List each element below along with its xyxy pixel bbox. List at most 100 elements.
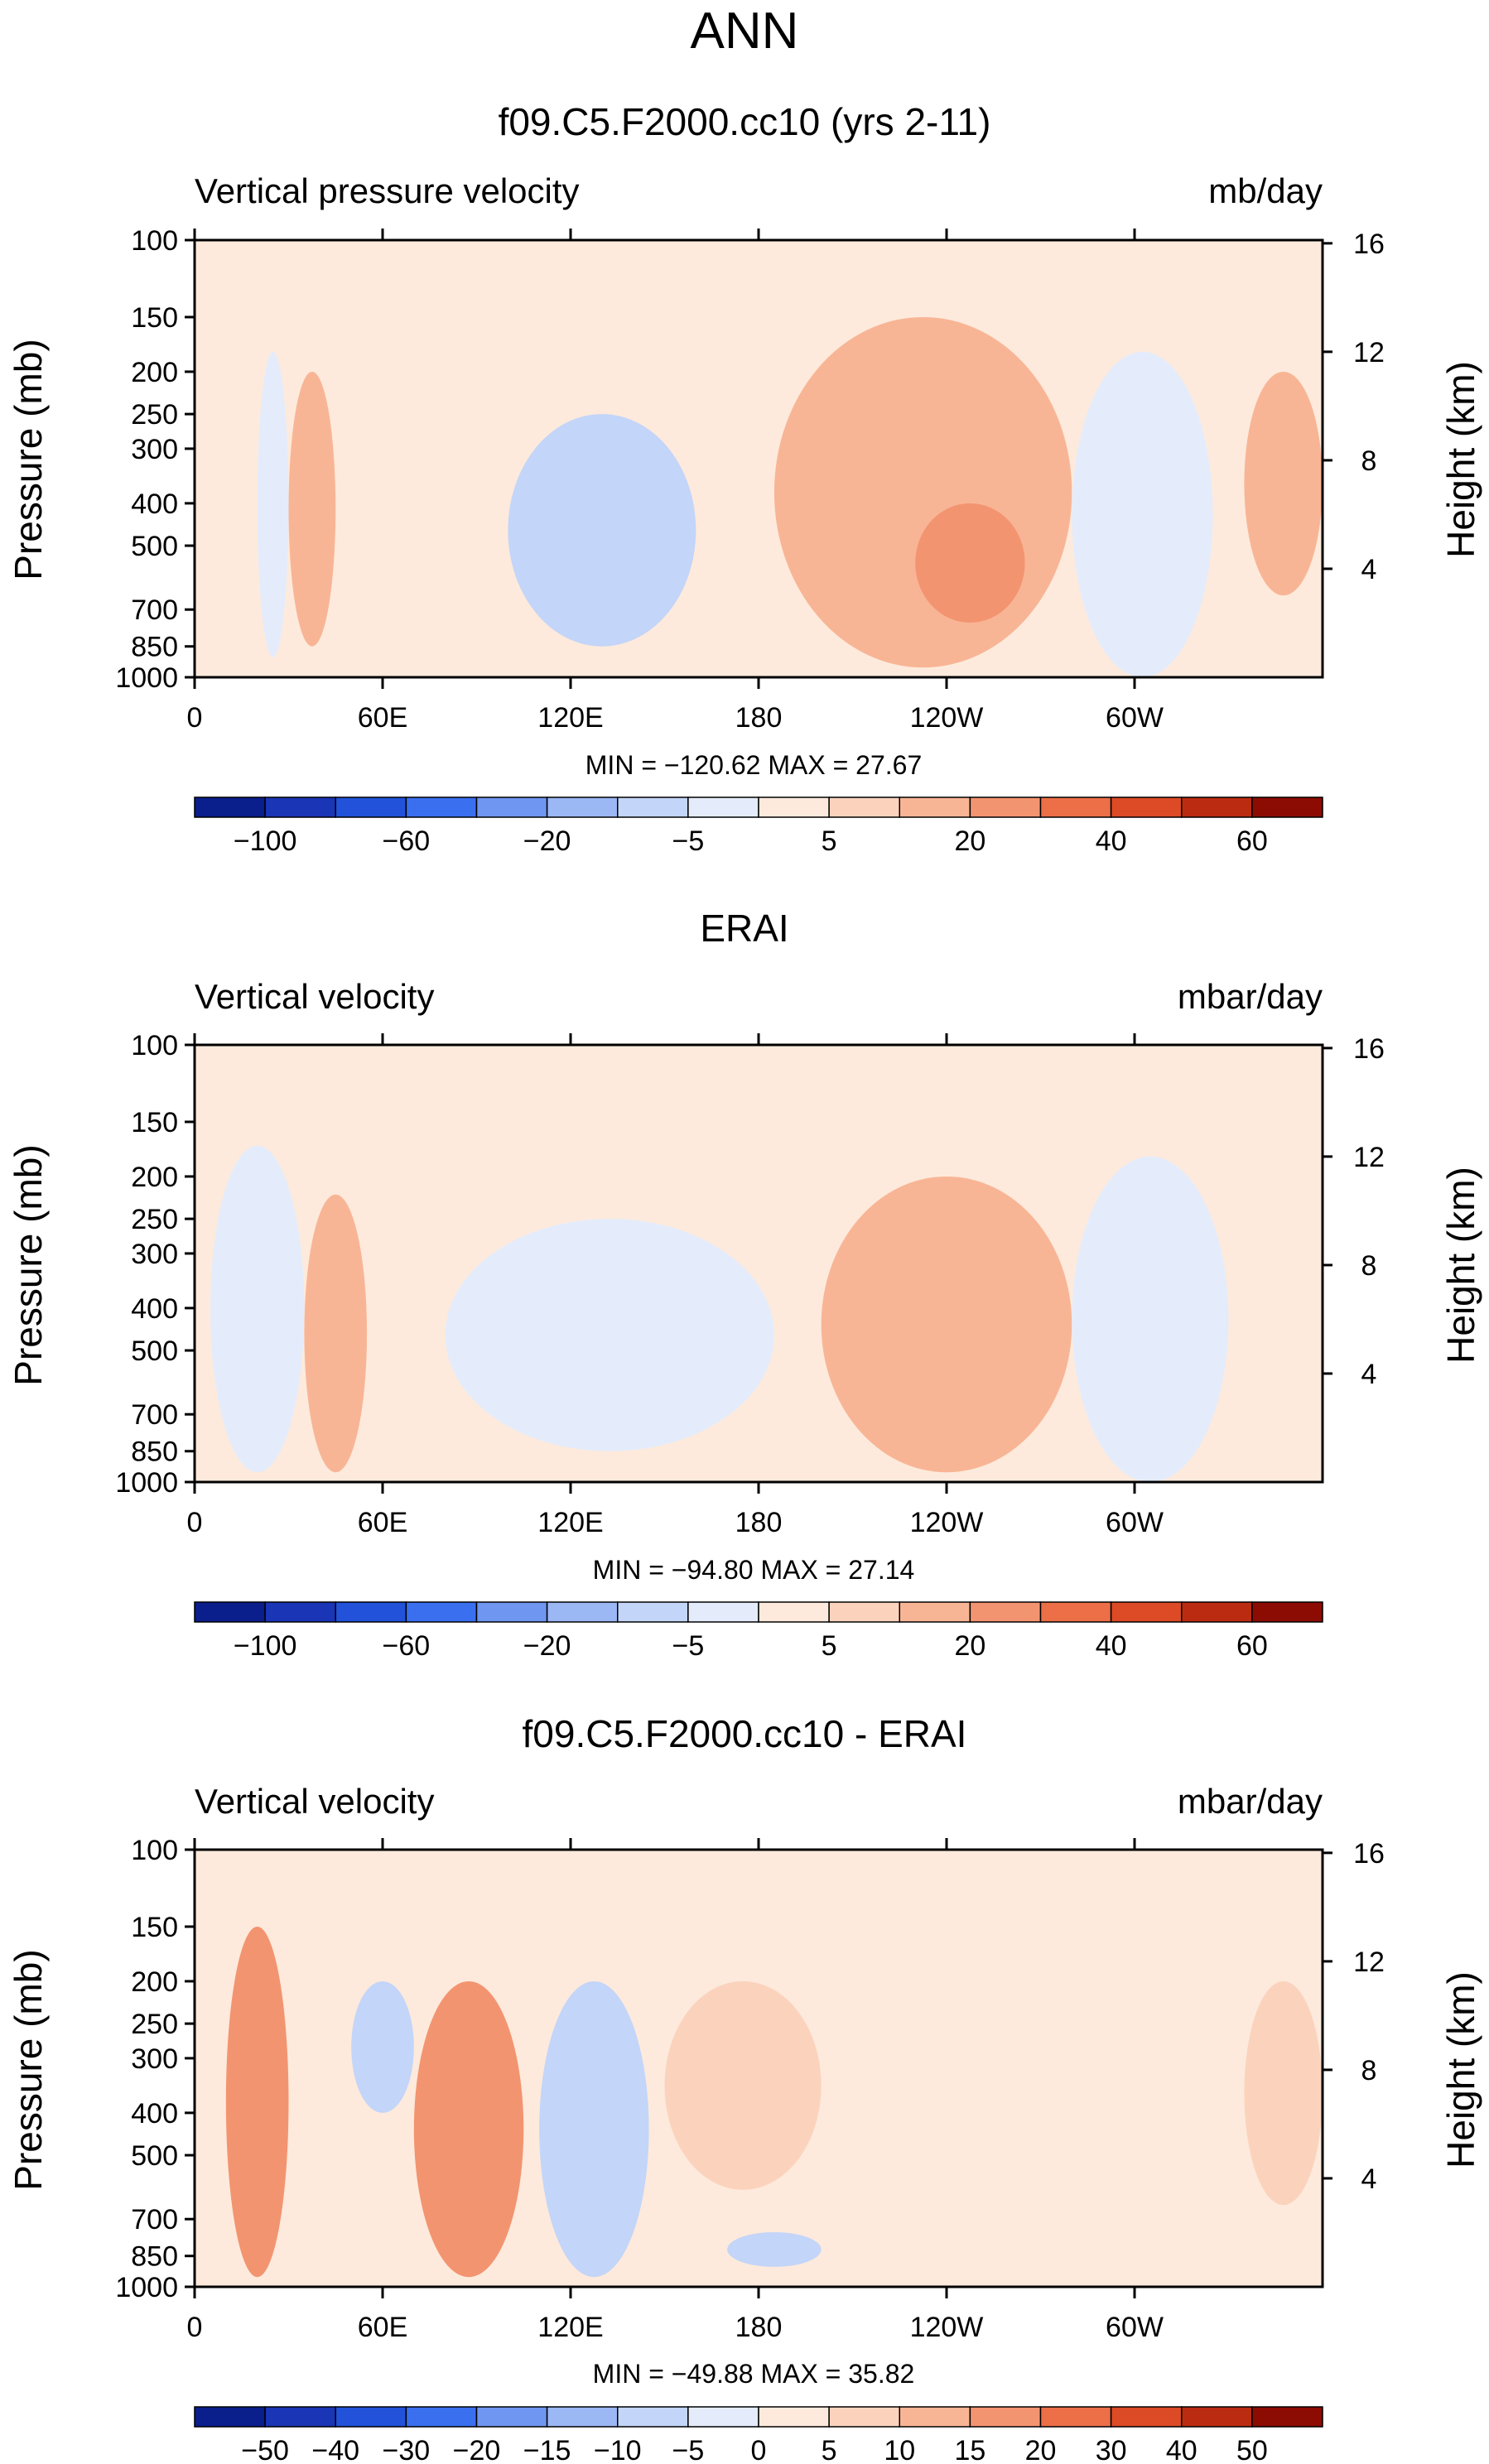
y2-axis-label: Height (km) [1439, 1971, 1482, 2168]
contour-region-4 [664, 1980, 822, 2190]
x-tick-label: 60E [358, 2312, 408, 2343]
x-tick-label: 60E [358, 702, 408, 734]
y-tick-label: 850 [131, 2241, 178, 2273]
colorbar-label: 60 [1236, 825, 1268, 857]
colorbar-swatch [405, 2406, 478, 2428]
contour-region-6 [1244, 1980, 1323, 2206]
colorbar-label: −20 [523, 825, 571, 857]
contour-region-5 [727, 2232, 822, 2267]
y-tick-label: 400 [131, 1293, 178, 1325]
x-tick-label: 0 [187, 702, 203, 734]
y-tick-label: 1000 [115, 662, 178, 694]
contour-region-7 [1244, 371, 1323, 596]
y2-tick-label: 16 [1353, 1838, 1385, 1870]
colorbar-swatch [405, 1601, 478, 1623]
units-label: mbar/day [1178, 1782, 1323, 1821]
colorbar-swatch [687, 2406, 759, 2428]
colorbar-label: −30 [383, 2435, 431, 2464]
x-tick-label: 0 [187, 1507, 203, 1538]
x-tick-label: 120E [537, 702, 603, 734]
y2-axis-label: Height (km) [1439, 361, 1482, 558]
y2-tick-label: 8 [1361, 445, 1377, 477]
colorbar-swatch [335, 796, 407, 818]
colorbar-swatch [194, 1601, 266, 1623]
colorbar-swatch [899, 2406, 971, 2428]
y-tick-label: 700 [131, 1399, 178, 1431]
contour-region-0 [257, 351, 289, 657]
contour-region-5 [1072, 1156, 1229, 1482]
contour-region-3 [508, 414, 696, 647]
colorbar-swatch [194, 2406, 266, 2428]
y-tick-label: 200 [131, 1966, 178, 1998]
colorbar-label: −50 [241, 2435, 289, 2464]
colorbar-label: −100 [234, 1630, 297, 1662]
colorbar-label: −20 [523, 1630, 571, 1662]
colorbar-swatch [899, 796, 971, 818]
colorbar-label: 40 [1096, 825, 1127, 857]
colorbar-label: −5 [672, 2435, 704, 2464]
colorbar-label: −5 [672, 1630, 704, 1662]
colorbar-label: 5 [822, 1630, 837, 1662]
colorbar-swatch [687, 796, 759, 818]
panel-model: f09.C5.F2000.cc10 (yrs 2-11) Vertical pr… [7, 100, 1482, 857]
y2-tick-label: 8 [1361, 2055, 1377, 2086]
colorbar-swatch [1039, 2406, 1112, 2428]
x-tick-label: 120E [537, 1507, 603, 1538]
stats-text: MIN = −49.88 MAX = 35.82 [593, 2359, 915, 2389]
y-tick-label: 200 [131, 1162, 178, 1193]
colorbar-label: −60 [383, 1630, 431, 1662]
panel-title: ERAI [700, 907, 788, 950]
y-tick-label: 200 [131, 357, 178, 388]
colorbar-label: 20 [954, 1630, 985, 1662]
units-label: mbar/day [1178, 977, 1323, 1016]
y-tick-label: 500 [131, 1335, 178, 1367]
contour-region-0 [225, 1926, 289, 2278]
colorbar-swatch [617, 2406, 689, 2428]
colorbar-swatch [899, 1601, 971, 1623]
contour-region-3 [539, 1980, 649, 2278]
colorbar-swatch [1110, 796, 1183, 818]
x-tick-label: 60W [1106, 2312, 1164, 2343]
colorbar-swatch [758, 2406, 830, 2428]
y-tick-label: 400 [131, 488, 178, 520]
colorbar-label: 40 [1096, 1630, 1127, 1662]
colorbar-label: 60 [1236, 1630, 1268, 1662]
y-tick-label: 700 [131, 594, 178, 626]
contour-region-5 [915, 503, 1025, 623]
colorbar-swatch [475, 1601, 548, 1623]
panel-difference: f09.C5.F2000.cc10 - ERAI Vertical veloci… [7, 1712, 1482, 2464]
colorbar-swatch [475, 2406, 548, 2428]
colorbar-label: −5 [672, 825, 704, 857]
colorbar-swatch [264, 2406, 336, 2428]
colorbar-label: −40 [311, 2435, 359, 2464]
x-tick-label: 120W [910, 702, 984, 734]
contour-region-3 [445, 1219, 774, 1451]
colorbar-swatch [969, 1601, 1042, 1623]
panel-title: f09.C5.F2000.cc10 (yrs 2-11) [499, 100, 991, 143]
y-tick-label: 500 [131, 2140, 178, 2172]
x-tick-label: 60W [1106, 702, 1164, 734]
y-tick-label: 300 [131, 1239, 178, 1270]
colorbar-swatch [194, 796, 266, 818]
colorbar-label: −100 [234, 825, 297, 857]
y2-tick-label: 16 [1353, 1033, 1385, 1065]
contour-region-2 [413, 1980, 524, 2278]
contour-region-1 [288, 371, 336, 647]
colorbar-label: 0 [751, 2435, 767, 2464]
colorbar-swatch [1181, 2406, 1253, 2428]
y-tick-label: 850 [131, 1437, 178, 1468]
colorbar-swatch [1039, 1601, 1112, 1623]
variable-label: Vertical pressure velocity [195, 171, 580, 210]
panel-erai: ERAI Vertical velocity mbar/day Pressure… [7, 907, 1482, 1662]
contour-region-1 [304, 1194, 368, 1473]
y-tick-label: 300 [131, 434, 178, 465]
colorbar-swatch [475, 796, 548, 818]
y-tick-label: 850 [131, 632, 178, 663]
colorbar-swatch [1251, 796, 1323, 818]
colorbar-label: 5 [822, 825, 837, 857]
y-tick-label: 100 [131, 225, 178, 257]
colorbar-label: −10 [594, 2435, 642, 2464]
y2-tick-label: 16 [1353, 229, 1385, 260]
colorbar-swatch [828, 1601, 900, 1623]
